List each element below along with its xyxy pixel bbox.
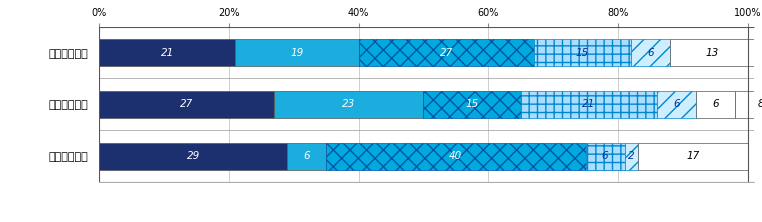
Bar (359, 39, 533, 66)
Text: 8: 8 (757, 99, 762, 109)
Bar (638, 143, 748, 170)
Bar (670, 39, 754, 66)
Bar (326, 143, 586, 170)
Bar (99, 143, 287, 170)
Text: 27: 27 (440, 48, 453, 57)
Text: 6: 6 (303, 151, 310, 161)
Text: 40: 40 (450, 151, 463, 161)
Text: 6: 6 (602, 151, 609, 161)
Bar (631, 39, 670, 66)
Text: 15: 15 (576, 48, 589, 57)
Bar (99, 91, 274, 118)
Bar (625, 143, 638, 170)
Text: 6: 6 (647, 48, 654, 57)
Text: 23: 23 (342, 99, 356, 109)
Text: 17: 17 (686, 151, 700, 161)
Bar (735, 91, 762, 118)
Bar (657, 91, 696, 118)
Text: 6: 6 (712, 99, 719, 109)
Bar (274, 91, 424, 118)
Bar (586, 143, 625, 170)
Text: 13: 13 (706, 48, 719, 57)
Text: 29: 29 (187, 151, 200, 161)
Text: 6: 6 (673, 99, 680, 109)
Bar (287, 143, 326, 170)
Bar (424, 91, 520, 118)
Bar (533, 39, 631, 66)
Text: 21: 21 (582, 99, 596, 109)
Text: 15: 15 (466, 99, 479, 109)
Bar (235, 39, 359, 66)
Text: 27: 27 (180, 99, 194, 109)
Bar (696, 91, 735, 118)
Bar (520, 91, 657, 118)
Bar (99, 39, 235, 66)
Text: 21: 21 (161, 48, 174, 57)
Text: 2: 2 (628, 151, 635, 161)
Text: 19: 19 (290, 48, 303, 57)
